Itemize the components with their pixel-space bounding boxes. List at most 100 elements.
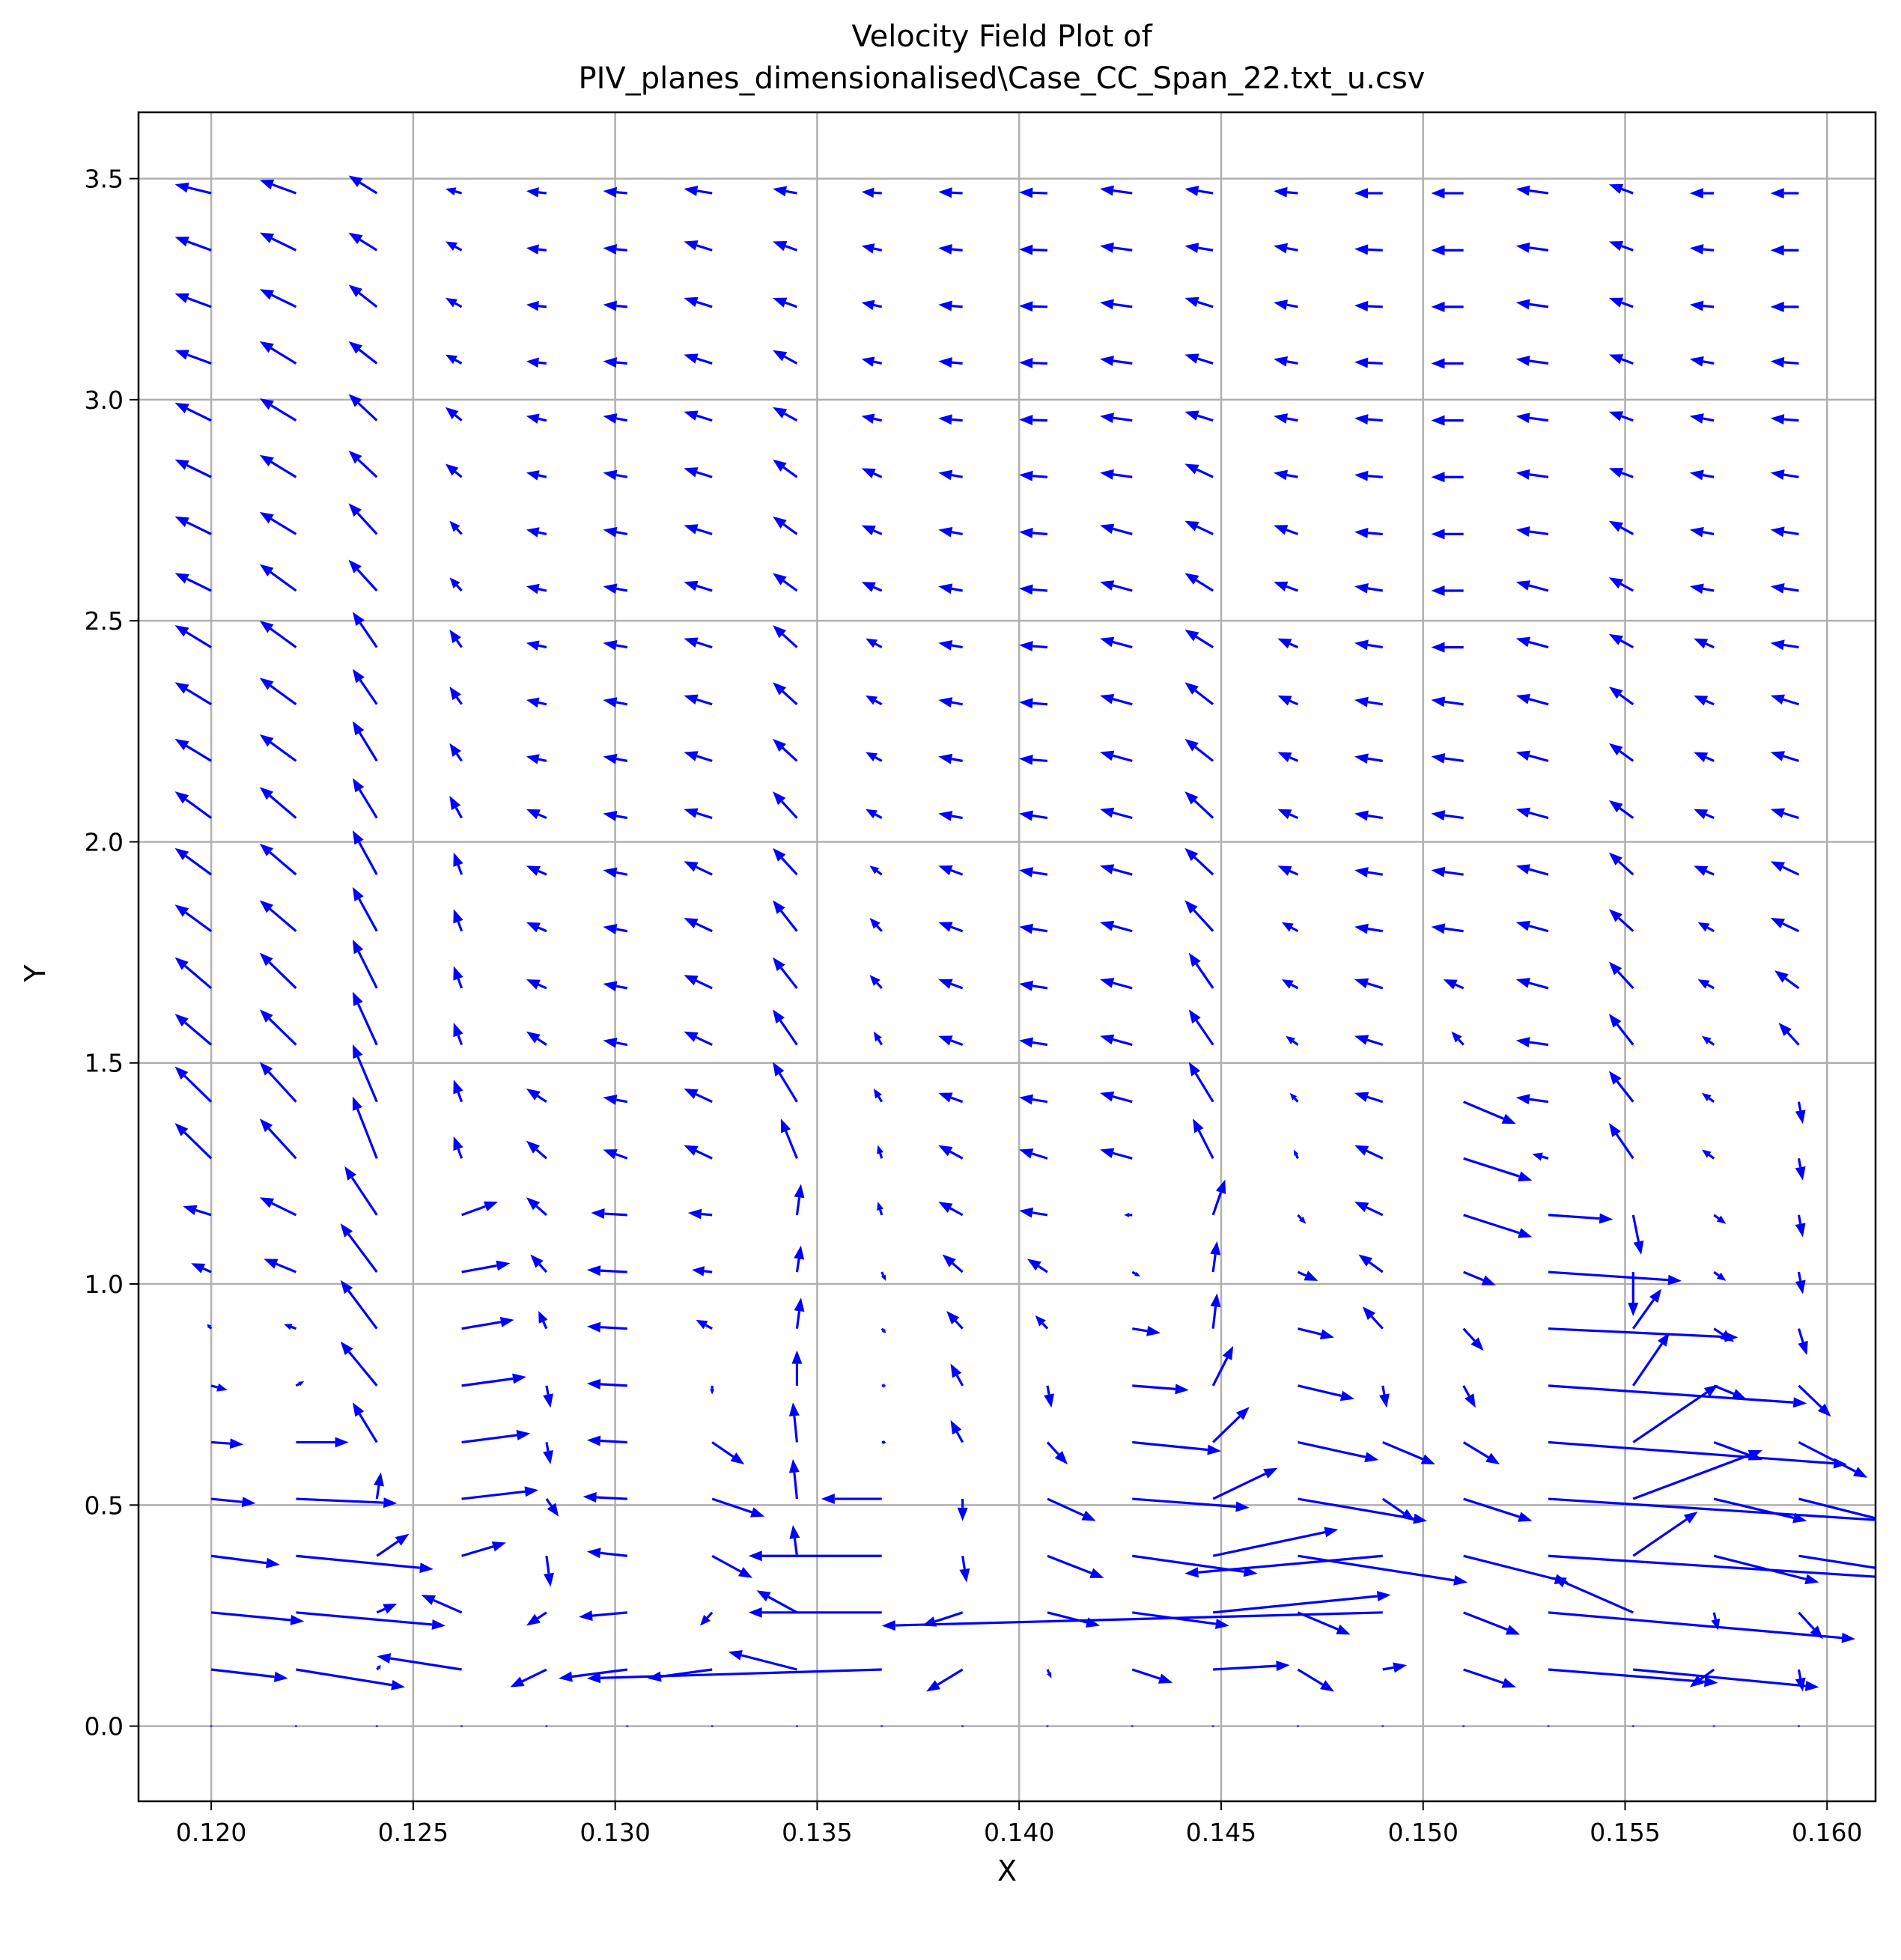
velocity-arrow	[794, 1245, 805, 1273]
velocity-arrow	[1381, 1497, 1415, 1521]
velocity-arrow	[461, 1201, 499, 1217]
velocity-arrow	[1281, 979, 1299, 990]
velocity-arrow	[1277, 638, 1299, 649]
velocity-arrow	[1632, 1512, 1698, 1557]
velocity-arrow	[210, 1554, 280, 1568]
velocity-arrow	[352, 991, 378, 1046]
velocity-arrow	[1463, 1101, 1516, 1124]
velocity-arrow	[1608, 633, 1634, 649]
velocity-arrow	[684, 353, 713, 365]
velocity-arrow	[773, 516, 798, 535]
velocity-arrow	[684, 751, 713, 762]
velocity-arrow	[1210, 1293, 1221, 1329]
velocity-arrow	[1770, 469, 1799, 481]
zero-vector-mark	[1797, 1725, 1801, 1728]
velocity-arrow	[1294, 1149, 1299, 1159]
velocity-arrow	[259, 1062, 297, 1103]
velocity-arrow	[1100, 636, 1133, 649]
velocity-arrow	[1277, 752, 1299, 763]
velocity-arrow	[449, 687, 463, 705]
velocity-arrow	[1431, 415, 1464, 426]
velocity-arrow	[348, 559, 378, 592]
x-tick-label: 0.140	[984, 1818, 1054, 1847]
velocity-arrow	[191, 1263, 212, 1273]
velocity-arrow	[259, 341, 297, 365]
velocity-arrow	[1689, 583, 1715, 594]
velocity-arrow	[1354, 188, 1383, 199]
velocity-arrow	[1689, 300, 1715, 311]
velocity-arrow	[376, 1604, 398, 1614]
velocity-arrow	[340, 1341, 378, 1387]
velocity-arrow	[1019, 244, 1048, 255]
velocity-arrow	[684, 1088, 713, 1104]
velocity-arrow	[938, 526, 963, 538]
velocity-arrow	[174, 625, 212, 648]
velocity-arrow	[773, 459, 798, 478]
velocity-arrow	[1608, 961, 1634, 990]
velocity-arrow	[1515, 580, 1549, 592]
velocity-arrow	[1289, 1092, 1299, 1103]
velocity-arrow	[1298, 1497, 1428, 1524]
velocity-arrow	[881, 1440, 886, 1445]
velocity-arrow	[296, 1611, 446, 1630]
velocity-arrow	[1431, 301, 1464, 312]
velocity-arrow	[1608, 1071, 1634, 1103]
velocity-arrow	[788, 1458, 800, 1500]
velocity-arrow	[1702, 1035, 1715, 1046]
velocity-arrow	[1532, 1152, 1549, 1161]
velocity-arrow	[1689, 1668, 1715, 1687]
velocity-arrow	[1210, 1241, 1221, 1273]
velocity-arrow	[1515, 864, 1549, 876]
velocity-arrow	[174, 182, 212, 195]
velocity-arrow	[1694, 695, 1715, 706]
velocity-arrow	[773, 625, 798, 648]
velocity-arrow	[938, 865, 964, 876]
velocity-arrow	[1184, 847, 1214, 876]
zero-vector-mark	[1046, 1725, 1049, 1728]
velocity-arrow	[526, 1031, 547, 1046]
y-tick-label: 2.5	[85, 606, 124, 636]
velocity-arrow	[938, 1145, 964, 1160]
velocity-arrow	[259, 398, 297, 421]
velocity-arrow	[1770, 526, 1799, 538]
velocity-arrow	[1213, 1591, 1391, 1614]
velocity-arrow	[174, 350, 212, 365]
velocity-arrow	[938, 753, 963, 764]
plot-frame	[137, 111, 1877, 1803]
velocity-arrow	[938, 1092, 964, 1104]
velocity-arrow	[1713, 1384, 1747, 1399]
velocity-arrow	[461, 1541, 506, 1557]
velocity-arrow	[526, 865, 547, 876]
velocity-arrow	[684, 808, 713, 820]
velocity-arrow	[1184, 1554, 1383, 1578]
velocity-arrow	[586, 1378, 627, 1390]
velocity-arrow	[1431, 358, 1464, 369]
velocity-arrow	[1548, 1497, 1876, 1521]
velocity-arrow	[1019, 1094, 1048, 1105]
velocity-arrow	[684, 637, 713, 649]
velocity-arrow	[938, 583, 963, 594]
velocity-arrow	[1132, 1611, 1229, 1630]
velocity-arrow	[352, 1402, 378, 1443]
velocity-arrow	[1689, 243, 1715, 255]
velocity-arrow	[526, 187, 547, 198]
y-tick-label: 1.0	[85, 1270, 124, 1299]
velocity-arrow	[1463, 1611, 1521, 1635]
velocity-arrow	[1281, 922, 1299, 933]
velocity-arrow	[773, 957, 798, 989]
velocity-arrow	[340, 1279, 378, 1330]
velocity-arrow	[1462, 1441, 1500, 1464]
velocity-arrow	[259, 564, 297, 592]
velocity-arrow	[699, 1611, 714, 1626]
velocity-arrow	[348, 284, 378, 308]
velocity-arrow	[174, 237, 212, 252]
velocity-arrow	[861, 525, 883, 536]
velocity-arrow	[1277, 865, 1299, 876]
velocity-arrow	[445, 241, 463, 252]
velocity-arrow	[1463, 1270, 1496, 1285]
velocity-arrow	[1713, 1497, 1807, 1524]
velocity-arrow	[877, 1145, 884, 1159]
velocity-arrow	[1608, 743, 1634, 762]
velocity-arrow	[352, 886, 378, 932]
zero-vector-mark	[375, 1725, 378, 1728]
